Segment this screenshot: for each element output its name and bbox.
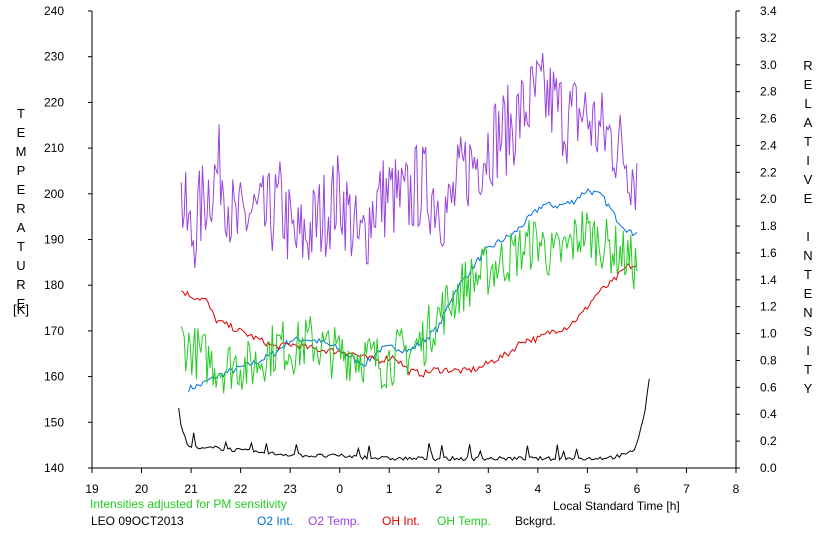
y-right-tick-label: 0.0 <box>760 461 777 475</box>
sensitivity-note: Intensities adjusted for PM sensitivity <box>90 497 287 511</box>
y-right-tick-label: 1.2 <box>760 300 777 314</box>
y-right-tick-label: 0.8 <box>760 353 777 367</box>
y-right-tick-label: 0.2 <box>760 434 777 448</box>
y-right-tick-label: 2.0 <box>760 192 777 206</box>
x-tick-label: 6 <box>634 482 641 496</box>
y-axis-right-label-letter: A <box>803 115 813 130</box>
y-axis-right-label-letter: I <box>806 153 810 168</box>
station-label: LEO 09OCT2013 <box>91 514 184 528</box>
y-axis-right-label-letter: E <box>803 286 813 301</box>
y-axis-right-label-letter: T <box>804 134 812 149</box>
y-axis-left-label-letter: R <box>16 201 26 216</box>
x-tick-label: 20 <box>135 482 149 496</box>
y-right-tick-label: 2.4 <box>760 138 777 152</box>
series-line-oh-int <box>181 262 638 378</box>
legend-o2-temp: O2 Temp. <box>308 514 360 528</box>
x-axis-label: Local Standard Time [h] <box>553 499 680 513</box>
legend-oh-int: OH Int. <box>382 514 421 528</box>
y-axis-right-label-letter: N <box>803 248 813 263</box>
y-axis-right-label-letter: E <box>803 191 813 206</box>
y-axis-left-unit: [K] <box>13 302 29 317</box>
x-tick-label: 7 <box>683 482 690 496</box>
x-tick-label: 3 <box>485 482 492 496</box>
y-axis-left-label-letter: E <box>16 296 26 311</box>
x-tick-label: 0 <box>336 482 343 496</box>
y-axis-left-label-letter: E <box>16 125 26 140</box>
y-left-tick-label: 220 <box>44 95 64 109</box>
x-tick-label: 19 <box>85 482 99 496</box>
y-right-tick-label: 2.6 <box>760 112 777 126</box>
y-right-tick-label: 1.0 <box>760 327 777 341</box>
y-axis-right-label-letter: V <box>803 172 813 187</box>
y-left-tick-label: 140 <box>44 461 64 475</box>
y-left-tick-label: 190 <box>44 233 64 247</box>
y-axis-left-label-letter: P <box>16 163 26 178</box>
y-right-tick-label: 1.6 <box>760 246 777 260</box>
x-tick-label: 2 <box>435 482 442 496</box>
y-axis-right-label-letter: I <box>806 229 810 244</box>
y-right-tick-label: 1.8 <box>760 219 777 233</box>
y-right-tick-label: 3.2 <box>760 31 777 45</box>
y-left-tick-label: 230 <box>44 50 64 64</box>
x-tick-label: 4 <box>535 482 542 496</box>
x-tick-label: 21 <box>184 482 198 496</box>
x-tick-label: 23 <box>283 482 297 496</box>
y-right-tick-label: 1.4 <box>760 273 777 287</box>
legend-bckgrd: Bckgrd. <box>515 514 556 528</box>
y-right-tick-label: 0.4 <box>760 407 777 421</box>
y-axis-right-label-letter: I <box>806 343 810 358</box>
series-line-bckgrd <box>178 378 650 462</box>
y-axis-left-label-letter: M <box>15 144 27 159</box>
y-right-tick-label: 0.6 <box>760 380 777 394</box>
y-axis-right-label-letter: T <box>804 267 812 282</box>
y-left-tick-label: 160 <box>44 370 64 384</box>
series-line-oh-temp <box>180 211 638 394</box>
y-left-tick-label: 210 <box>44 141 64 155</box>
y-axis-left-label-letter: T <box>17 239 25 254</box>
y-axis-left-label-letter: R <box>16 277 26 292</box>
y-axis-left-label-letter: E <box>16 182 26 197</box>
y-left-tick-label: 150 <box>44 415 64 429</box>
y-right-tick-label: 3.4 <box>760 4 777 18</box>
legend-o2-int: O2 Int. <box>257 514 294 528</box>
y-right-tick-label: 2.2 <box>760 165 777 179</box>
y-left-tick-label: 240 <box>44 4 64 18</box>
y-axis-left-label-letter: A <box>16 220 26 235</box>
x-tick-label: 5 <box>584 482 591 496</box>
y-left-tick-label: 170 <box>44 324 64 338</box>
y-right-tick-label: 2.8 <box>760 85 777 99</box>
x-tick-label: 1 <box>386 482 393 496</box>
y-axis-right-label-letter: S <box>803 324 813 339</box>
y-left-tick-label: 180 <box>44 278 64 292</box>
y-axis-right-label-letter: T <box>804 362 812 377</box>
y-axis-left-label-letter: T <box>17 106 25 121</box>
x-tick-label: 8 <box>733 482 740 496</box>
y-axis-right-label-letter: Y <box>803 381 813 396</box>
x-tick-label: 22 <box>234 482 248 496</box>
series-line-o2-int <box>188 188 638 393</box>
y-axis-left-label-letter: U <box>16 258 26 273</box>
y-axis-right-label-letter: R <box>803 58 813 73</box>
y-right-tick-label: 3.0 <box>760 58 777 72</box>
y-axis-right-label-letter: N <box>803 305 813 320</box>
y-left-tick-label: 200 <box>44 187 64 201</box>
y-axis-right-label-letter: L <box>804 96 812 111</box>
legend-oh-temp: OH Temp. <box>437 514 491 528</box>
y-axis-right-label-letter: E <box>803 77 813 92</box>
series-line-o2-temp <box>180 53 638 269</box>
